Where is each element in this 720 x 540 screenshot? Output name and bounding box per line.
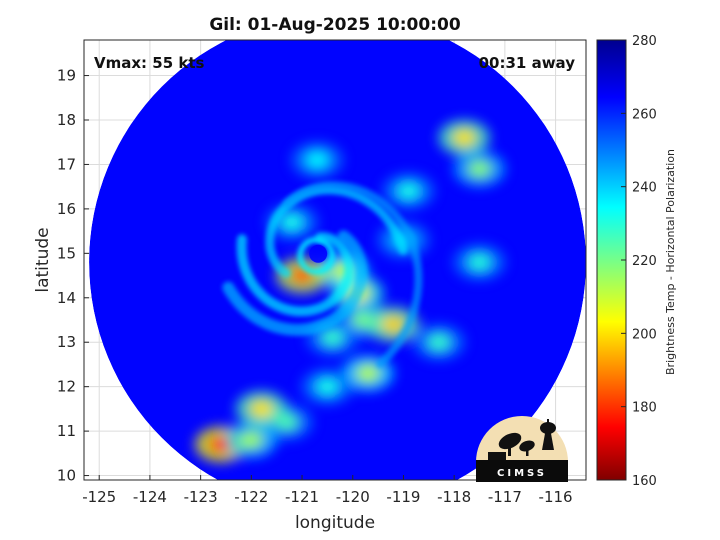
rainband [236,232,355,317]
plot-frame [83,39,587,481]
x-tick-label: -125 [82,488,116,506]
feature-core [315,377,340,396]
map-title: Gil: 01-Aug-2025 10:00:00 [209,15,460,35]
eta-annotation: 00:31 away [479,54,576,72]
colorbar-tick-label: 220 [632,254,657,269]
rainband-spiral [222,181,423,368]
storm-eye [297,236,336,275]
x-tick-label: -120 [336,488,370,506]
x-tick-label: -122 [234,488,268,506]
eye-center [309,244,328,263]
swath-layer [89,40,586,480]
vmax-annotation: Vmax: 55 kts [94,54,204,72]
colorbar-tick-label: 180 [632,401,657,416]
y-tick-label: 15 [57,244,76,262]
feature-core [305,151,330,169]
colorbar-tick-label: 200 [632,327,657,342]
feature-core [355,364,380,383]
feature-core [381,315,406,334]
colorbar-label: Brightness Temp - Horizontal Polarizatio… [664,149,677,375]
eyewall [297,236,336,275]
colorbar-ticks: 160 180 200 220 240 260 280 [621,34,657,489]
feature-core [239,431,264,449]
feature-core [452,128,477,147]
rainband [222,230,368,336]
feature-core [279,213,304,232]
x-tick-label: -121 [285,488,319,506]
feature-core [426,333,451,352]
feature-core [467,253,492,272]
y-tick-label: 17 [57,155,76,173]
rainband [283,181,423,368]
feature-core [467,159,492,178]
x-axis-ticks: -125 -124 -123 -122 -121 -120 -119 -118 -117 -116 [82,475,573,506]
y-tick-label: 14 [57,289,76,307]
colorbar-tick-label: 240 [632,181,657,196]
y-axis-ticks: 10 11 12 13 14 15 16 17 18 19 [57,67,89,485]
x-tick-label: -124 [133,488,167,506]
cimss-logo: CIMSS [476,416,568,482]
x-tick-label: -117 [488,488,522,506]
x-tick-label: -123 [184,488,218,506]
x-axis-label: longitude [295,513,375,533]
y-tick-label: 19 [57,67,76,85]
colorbar-tick-label: 280 [632,34,657,49]
x-tick-label: -116 [539,488,573,506]
feature-core [396,182,421,201]
y-tick-label: 10 [57,467,76,485]
feature-core [320,328,345,347]
feature-core [249,399,274,418]
x-tick-label: -119 [386,488,420,506]
colorbar-tick-label: 260 [632,107,657,122]
logo-text: CIMSS [497,468,547,479]
y-tick-label: 16 [57,200,76,218]
y-tick-label: 11 [57,422,76,440]
x-tick-label: -118 [437,488,471,506]
y-tick-label: 18 [57,111,76,129]
y-tick-label: 13 [57,333,76,351]
y-axis-label: latitude [33,227,53,292]
y-tick-label: 12 [57,378,76,396]
colorbar-tick-label: 160 [632,474,657,489]
